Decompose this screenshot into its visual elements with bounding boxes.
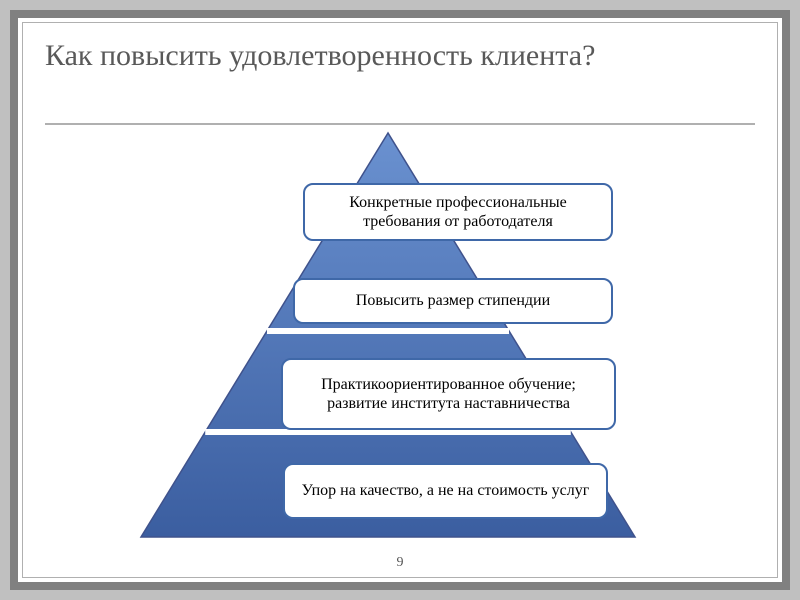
pyramid-box-2: Повысить размер стипендии	[293, 278, 613, 324]
page-number: 9	[23, 555, 777, 571]
outer-frame: Как повысить удовлетворенность клиента? …	[0, 0, 800, 600]
pyramid-box-1: Конкретные профессиональные требования о…	[303, 183, 613, 241]
pyramid-box-4: Упор на качество, а не на стоимость услу…	[283, 463, 608, 519]
slide-area: Как повысить удовлетворенность клиента? …	[22, 22, 778, 578]
slide-title: Как повысить удовлетворенность клиента?	[45, 37, 755, 75]
pyramid-box-3: Практикоориентированное обучение; развит…	[281, 358, 616, 430]
mid-frame: Как повысить удовлетворенность клиента? …	[10, 10, 790, 590]
